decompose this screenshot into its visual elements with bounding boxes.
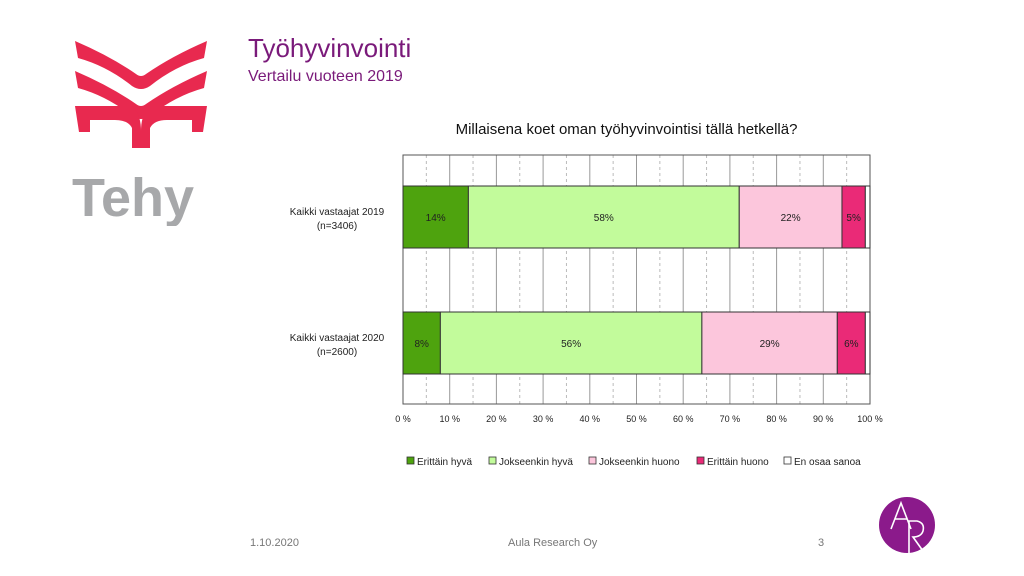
data-label: 6%: [844, 339, 859, 350]
bar-segment: [864, 311, 871, 375]
bar-segment: [864, 185, 871, 249]
data-label: 8%: [414, 339, 429, 350]
data-label: 22%: [781, 213, 801, 224]
category-label: Kaikki vastaajat 2019: [290, 207, 385, 218]
chart-title: Millaisena koet oman työhyvinvointisi tä…: [456, 121, 798, 138]
footer-date: 1.10.2020: [250, 537, 299, 549]
legend-label: Erittäin huono: [707, 457, 769, 468]
legend-swatch: [696, 456, 705, 465]
x-tick-label: 40 %: [580, 414, 601, 424]
data-label: 14%: [426, 213, 446, 224]
page-title: Työhyvinvointi: [248, 33, 412, 63]
plot-frame: [402, 154, 871, 405]
bar-segment: [467, 185, 740, 249]
bar-segment: [402, 185, 469, 249]
tehy-logo: Tehy: [70, 36, 212, 228]
footer-page-number: 3: [818, 537, 825, 549]
x-tick-label: 0 %: [395, 414, 411, 424]
legend-swatch: [783, 456, 792, 465]
x-tick-label: 20 %: [486, 414, 507, 424]
x-tick-label: 80 %: [766, 414, 787, 424]
bar-segment: [836, 311, 866, 375]
x-tick-label: 50 %: [626, 414, 647, 424]
footer-company: Aula Research Oy: [508, 537, 598, 549]
legend-label: Jokseenkin huono: [599, 457, 680, 468]
page-subtitle: Vertailu vuoteen 2019: [248, 68, 403, 85]
x-tick-label: 10 %: [439, 414, 460, 424]
x-tick-label: 70 %: [720, 414, 741, 424]
bar-segment: [439, 311, 703, 375]
data-label: 29%: [760, 339, 780, 350]
aula-research-logo: [879, 497, 935, 553]
data-label: 58%: [594, 213, 614, 224]
legend-swatch: [588, 456, 597, 465]
x-tick-label: 30 %: [533, 414, 554, 424]
category-label: Kaikki vastaajat 2020: [290, 333, 385, 344]
category-label: (n=3406): [317, 221, 357, 232]
legend-swatch: [488, 456, 497, 465]
x-tick-label: 100 %: [857, 414, 883, 424]
legend-swatch: [406, 456, 415, 465]
x-tick-label: 60 %: [673, 414, 694, 424]
data-label: 5%: [846, 213, 861, 224]
legend-label: Erittäin hyvä: [417, 457, 472, 468]
logo-text: Tehy: [72, 168, 194, 226]
legend-label: En osaa sanoa: [794, 457, 861, 468]
x-tick-label: 90 %: [813, 414, 834, 424]
data-label: 56%: [561, 339, 581, 350]
legend-label: Jokseenkin hyvä: [499, 457, 573, 468]
category-label: (n=2600): [317, 347, 357, 358]
